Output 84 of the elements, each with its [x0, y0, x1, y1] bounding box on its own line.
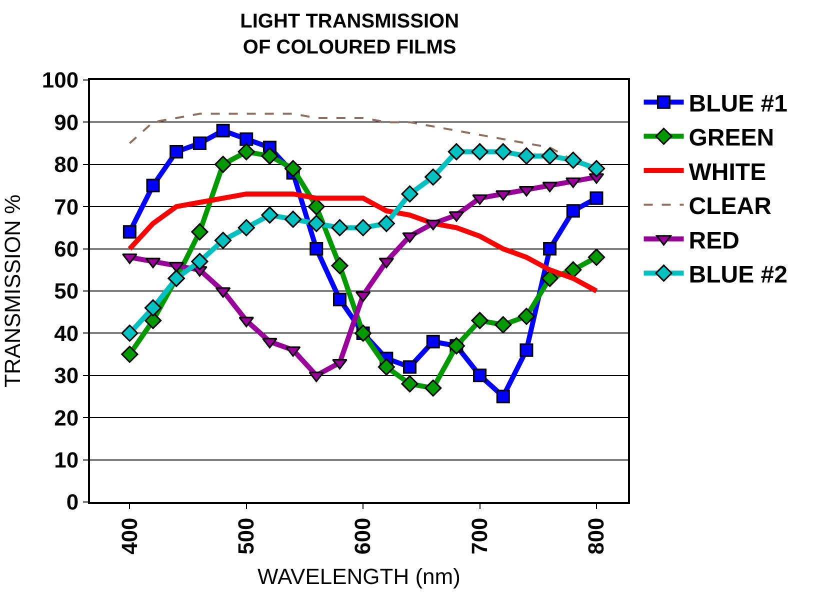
- point: [378, 358, 395, 376]
- legend-label: BLUE #2: [688, 261, 788, 288]
- point: [308, 198, 325, 216]
- point: [564, 261, 582, 278]
- point: [494, 316, 512, 334]
- point: [564, 152, 582, 169]
- point: [518, 147, 536, 165]
- x-tick-label: 500: [234, 518, 259, 555]
- legend-label: BLUE #1: [688, 90, 788, 118]
- point: [424, 380, 442, 397]
- point: [332, 358, 348, 370]
- point: [308, 214, 325, 232]
- point: [541, 270, 558, 287]
- point: [214, 232, 232, 249]
- point: [284, 210, 302, 228]
- point: [122, 225, 136, 239]
- point: [471, 312, 488, 330]
- legend-label: RED: [688, 227, 740, 254]
- point: [543, 242, 557, 256]
- point: [471, 143, 488, 160]
- point: [262, 338, 278, 348]
- point: [170, 144, 184, 158]
- point: [520, 343, 534, 357]
- point: [354, 219, 372, 236]
- point: [403, 360, 417, 374]
- point: [401, 375, 418, 392]
- point: [518, 308, 536, 325]
- y-tick-label: 60: [54, 236, 79, 262]
- point: [310, 242, 324, 256]
- point: [331, 219, 348, 236]
- point: [472, 194, 488, 205]
- point: [448, 143, 465, 160]
- x-tick-label: 400: [116, 518, 142, 555]
- y-tick-label: 40: [54, 320, 79, 346]
- y-tick-label: 0: [66, 490, 79, 515]
- point: [331, 257, 348, 274]
- point: [496, 390, 510, 404]
- point: [214, 156, 232, 173]
- y-tick-label: 30: [54, 363, 79, 388]
- point: [541, 147, 558, 165]
- point: [238, 219, 255, 236]
- chart-title: LIGHT TRANSMISSION OF COLOURED FILMS: [240, 10, 460, 59]
- legend-label: GREEN: [688, 124, 774, 152]
- point: [566, 204, 580, 218]
- point: [216, 124, 230, 138]
- point: [240, 132, 254, 146]
- y-axis-title: TRANSMISSION %: [0, 194, 26, 388]
- point: [121, 346, 138, 363]
- point: [261, 147, 278, 165]
- point: [191, 252, 208, 270]
- point: [588, 160, 606, 178]
- point: [378, 214, 395, 232]
- point: [261, 206, 278, 224]
- y-tick-label: 80: [54, 152, 79, 178]
- point: [494, 143, 512, 160]
- point: [542, 182, 558, 192]
- x-axis-title: WAVELENGTH (nm): [258, 564, 460, 589]
- legend-label: WHITE: [688, 158, 766, 186]
- point: [238, 143, 255, 160]
- point: [284, 160, 302, 178]
- point: [191, 223, 208, 240]
- y-tick-label: 10: [54, 448, 79, 472]
- legend-label: CLEAR: [688, 193, 772, 220]
- point: [424, 168, 442, 186]
- point: [122, 253, 138, 264]
- point: [192, 136, 206, 150]
- point: [121, 324, 138, 342]
- x-tick-label: 600: [350, 518, 376, 555]
- y-tick-label: 100: [42, 68, 79, 93]
- y-tick-label: 20: [54, 405, 79, 430]
- x-tick-label: 800: [584, 518, 609, 555]
- y-tick-label: 50: [54, 278, 79, 304]
- x-tick-label: 700: [466, 518, 492, 555]
- point: [590, 191, 604, 205]
- point: [426, 334, 440, 348]
- point: [146, 178, 160, 192]
- point: [332, 292, 346, 306]
- y-tick-label: 70: [54, 194, 79, 220]
- y-tick-label: 90: [54, 110, 79, 135]
- point: [144, 299, 162, 316]
- point: [401, 185, 418, 202]
- point: [588, 248, 606, 266]
- point: [473, 368, 487, 382]
- point: [402, 232, 418, 243]
